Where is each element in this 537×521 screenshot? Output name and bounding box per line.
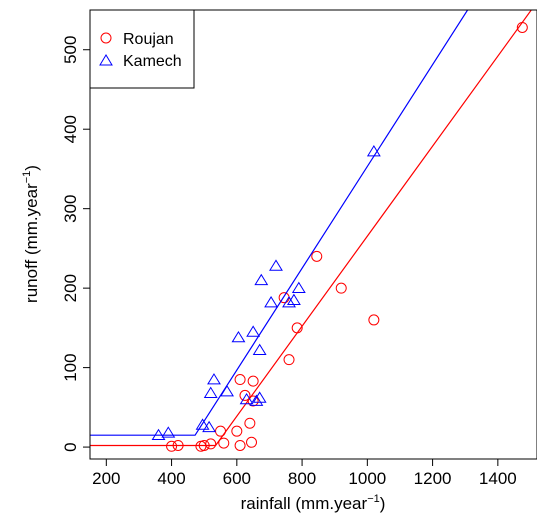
kamech-point-7 [231, 330, 246, 343]
y-tick-label-0: 0 [61, 442, 80, 451]
kamech-point-15 [269, 259, 283, 271]
plot-frame [89, 9, 537, 460]
x-axis-title: rainfall (mm.year−1) [241, 493, 386, 513]
roujan-point-20 [368, 314, 380, 326]
roujan-point-14 [247, 395, 259, 407]
plot-area [90, 10, 533, 452]
legend-roujan-marker [100, 32, 112, 44]
roujan-point-6 [218, 437, 230, 449]
kamech-point-9 [246, 325, 261, 337]
kamech-point-16 [282, 295, 296, 308]
legend-roujan-label: Roujan [123, 31, 174, 48]
kamech-point-12 [252, 391, 267, 403]
x-tick-label-1400: 1400 [479, 469, 517, 488]
roujan-point-4 [205, 438, 217, 450]
roujan-point-12 [246, 436, 258, 448]
x-tick-label-400: 400 [157, 469, 185, 488]
x-tick-label-1000: 1000 [348, 469, 386, 488]
y-tick-label-100: 100 [61, 353, 80, 381]
kamech-point-1 [161, 426, 176, 438]
kamech-point-13 [254, 273, 269, 286]
y-tick-label-500: 500 [61, 36, 80, 64]
kamech-point-14 [264, 295, 279, 308]
roujan-point-11 [244, 417, 256, 429]
roujan-point-21 [516, 21, 528, 33]
kamech-point-5 [207, 373, 221, 385]
kamech-point-4 [203, 386, 218, 398]
roujan-point-1 [172, 439, 184, 451]
roujan-point-9 [234, 439, 246, 451]
x-tick-label-600: 600 [223, 469, 251, 488]
roujan-point-13 [247, 375, 259, 387]
roujan-point-3 [198, 439, 210, 451]
y-axis: 0 100 200 300 400 500 [61, 36, 90, 452]
kamech-point-11 [252, 343, 267, 356]
legend-box [89, 9, 195, 89]
kamech-point-6 [220, 384, 234, 397]
kamech-point-2 [195, 418, 210, 430]
roujan-point-18 [311, 250, 323, 262]
kamech-point-3 [202, 420, 217, 433]
kamech-point-18 [291, 281, 306, 294]
roujan-point-8 [234, 374, 246, 386]
legend-kamech-marker [99, 54, 113, 66]
kamech-point-19 [366, 144, 381, 157]
roujan-point-5 [215, 425, 227, 437]
kamech-fit-line [90, 10, 469, 436]
y-tick-label-300: 300 [61, 194, 80, 222]
legend: Roujan Kamech [89, 9, 195, 89]
x-tick-label-1200: 1200 [414, 469, 452, 488]
kamech-point-8 [239, 392, 254, 405]
roujan-point-19 [335, 282, 347, 294]
y-tick-label-200: 200 [61, 274, 80, 302]
legend-kamech-label: Kamech [123, 53, 182, 70]
roujan-point-7 [231, 425, 243, 437]
x-tick-label-800: 800 [288, 469, 316, 488]
kamech-point-0 [151, 428, 166, 441]
kamech-point-10 [249, 394, 264, 406]
x-tick-label-200: 200 [92, 469, 120, 488]
roujan-point-16 [283, 354, 295, 366]
y-tick-label-400: 400 [61, 115, 80, 143]
roujan-point-0 [166, 440, 178, 452]
roujan-point-10 [239, 389, 251, 401]
roujan-point-17 [291, 322, 303, 334]
x-axis: 200 400 600 800 1000 1200 1400 [92, 459, 517, 488]
kamech-point-17 [286, 293, 301, 305]
y-axis-title: runoff (mm.year−1) [21, 165, 41, 303]
